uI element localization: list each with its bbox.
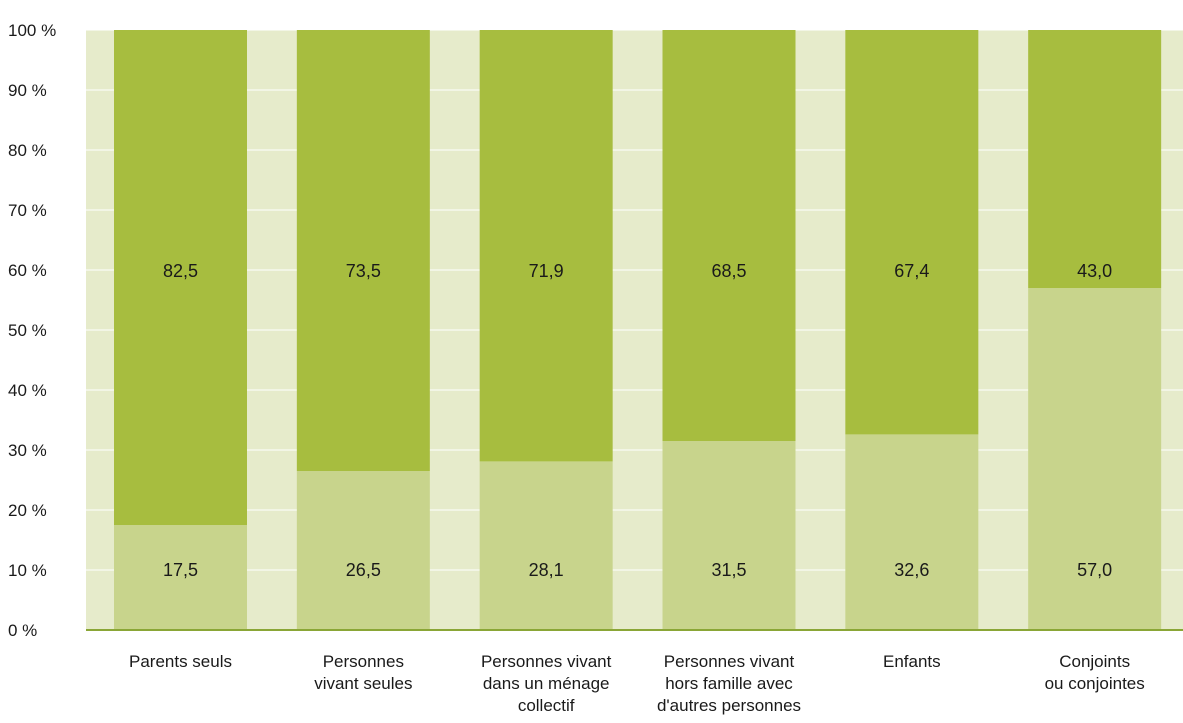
y-tick-label: 80 % xyxy=(8,141,47,160)
bar-segment xyxy=(479,30,613,462)
data-label: 31,5 xyxy=(711,560,746,580)
category-label: Personnes vivant seules xyxy=(314,652,412,693)
bars xyxy=(114,30,1162,630)
bar-segment xyxy=(296,30,430,471)
y-tick-label: 50 % xyxy=(8,321,47,340)
data-label: 67,4 xyxy=(894,261,929,281)
y-tick-label: 100 % xyxy=(8,21,56,40)
category-label: Conjoints ou conjointes xyxy=(1045,652,1145,693)
y-tick-label: 60 % xyxy=(8,261,47,280)
data-label: 43,0 xyxy=(1077,261,1112,281)
bar-segment xyxy=(845,434,979,630)
bar-segment xyxy=(1028,288,1162,630)
bar-segment xyxy=(114,525,247,630)
data-label: 82,5 xyxy=(163,261,198,281)
data-label: 73,5 xyxy=(346,261,381,281)
y-tick-label: 20 % xyxy=(8,501,47,520)
bar-segment xyxy=(1028,30,1162,288)
category-labels: Parents seuls Personnes vivant seules Perso… xyxy=(129,652,1145,715)
y-tick-labels: 0 % 10 % 20 % 30 % 40 % 50 % 60 % 70 % 80 % 90 % 1… xyxy=(8,21,56,640)
category-label: Parents seuls xyxy=(129,652,232,671)
data-label: 17,5 xyxy=(163,560,198,580)
category-label: Personnes vivant dans un ménage collectif xyxy=(481,652,612,715)
category-label: Personnes vivant hors famille avec d'autre… xyxy=(657,652,801,715)
bar-segment xyxy=(662,30,796,441)
y-tick-label: 40 % xyxy=(8,381,47,400)
gridlines xyxy=(86,29,1183,571)
bar-segment xyxy=(479,461,613,630)
y-tick-label: 30 % xyxy=(8,441,47,460)
y-tick-label: 0 % xyxy=(8,621,37,640)
data-labels: 17,5 82,5 26,5 73,5 28,1 71,9 31,5 68,5 32,6 67,4… xyxy=(163,261,1112,580)
y-tick-label: 90 % xyxy=(8,81,47,100)
bar-segment xyxy=(296,471,430,630)
data-label: 32,6 xyxy=(894,560,929,580)
data-label: 57,0 xyxy=(1077,560,1112,580)
y-tick-label: 70 % xyxy=(8,201,47,220)
data-label: 26,5 xyxy=(346,560,381,580)
data-label: 28,1 xyxy=(529,560,564,580)
bar-segment xyxy=(114,30,247,525)
bar-segment xyxy=(662,441,796,630)
y-tick-label: 10 % xyxy=(8,561,47,580)
bar-segment xyxy=(845,30,979,435)
category-label: Enfants xyxy=(883,652,941,671)
data-label: 68,5 xyxy=(711,261,746,281)
data-label: 71,9 xyxy=(529,261,564,281)
